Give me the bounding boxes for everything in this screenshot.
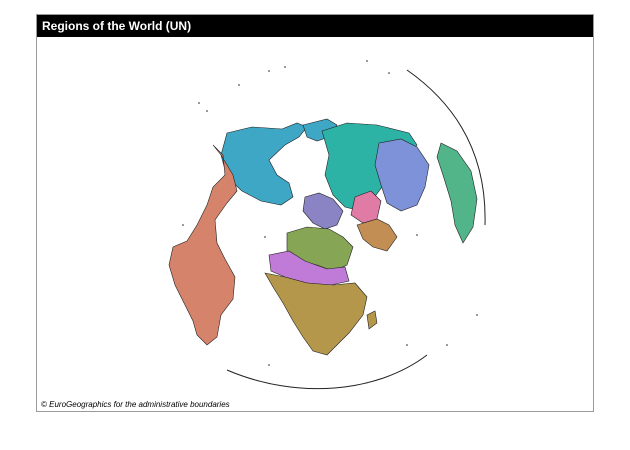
- region-sahel[interactable]: [268, 250, 350, 286]
- map-credit: © EuroGeographics for the administrative…: [41, 400, 230, 409]
- region-europe[interactable]: [302, 192, 344, 230]
- globe-outline-south: [226, 354, 428, 390]
- region-south-eastern-asia[interactable]: [436, 142, 478, 244]
- world-map: [168, 60, 486, 390]
- globe-outline-north: [406, 69, 486, 226]
- island-specks: [182, 60, 478, 366]
- region-sub-saharan-africa[interactable]: [264, 272, 368, 356]
- region-eastern-asia[interactable]: [374, 138, 430, 212]
- region-madagascar[interactable]: [366, 310, 378, 330]
- map-frame: Regions of the World (UN): [36, 14, 594, 412]
- map-title: Regions of the World (UN): [37, 15, 593, 37]
- region-northern-america[interactable]: [220, 122, 308, 206]
- region-latin-america[interactable]: [168, 144, 238, 346]
- region-southern-asia[interactable]: [356, 218, 398, 252]
